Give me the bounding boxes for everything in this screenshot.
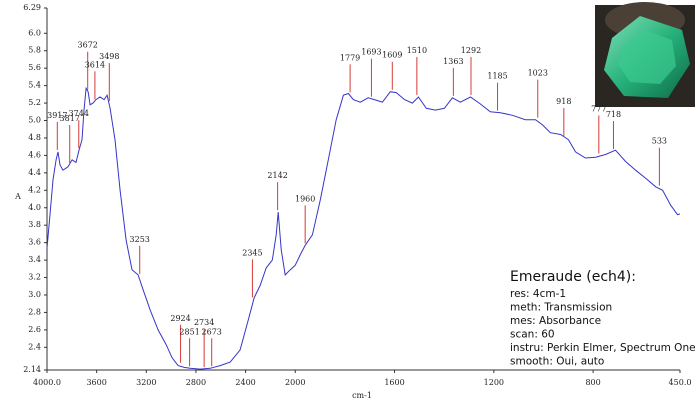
x-tick-label: 800 — [585, 378, 600, 387]
y-tick-label: 5.2 — [28, 98, 41, 107]
peak-label: 2345 — [242, 248, 262, 257]
spectrum-line — [46, 86, 681, 370]
x-tick-label: 2000 — [285, 378, 305, 387]
info-line: mes: Absorbance — [510, 315, 601, 327]
x-tick-label: 2800 — [186, 378, 206, 387]
peak-label: 3744 — [69, 109, 89, 118]
peak-label: 3498 — [99, 52, 119, 61]
peak-label: 3253 — [130, 235, 150, 244]
x-tick-label: 1200 — [484, 378, 504, 387]
peak-label: 2851 — [179, 327, 199, 336]
info-line: instru: Perkin Elmer, Spectrum One — [510, 342, 696, 354]
peak-label: 1510 — [407, 46, 427, 55]
y-tick-label: 3.0 — [28, 290, 41, 299]
y-tick-label: 3.8 — [28, 220, 41, 229]
peak-label: 2673 — [202, 327, 222, 336]
y-tick-label: 6.29 — [23, 3, 41, 12]
x-tick-label: 3200 — [136, 378, 156, 387]
y-tick-label: 2.6 — [28, 325, 41, 334]
x-tick-label: 4000.0 — [33, 378, 61, 387]
y-tick-label: 3.6 — [28, 238, 41, 247]
info-line: smooth: Oui, auto — [510, 356, 604, 368]
x-tick-label: 2400 — [235, 378, 255, 387]
peak-label: 533 — [652, 137, 667, 146]
y-tick-label: 3.4 — [28, 255, 41, 264]
x-axis-label: cm-1 — [352, 391, 372, 400]
info-line: scan: 60 — [510, 329, 555, 341]
x-tick-label: 450.0 — [669, 378, 692, 387]
peak-label: 3672 — [78, 41, 98, 50]
y-tick-label: 4.2 — [28, 185, 41, 194]
peak-label: 1363 — [443, 57, 463, 66]
y-tick-label: 3.2 — [28, 273, 41, 282]
peak-label: 718 — [606, 110, 621, 119]
y-tick-label: 2.4 — [28, 342, 41, 351]
peak-label: 2734 — [194, 318, 214, 327]
peak-label: 2142 — [267, 171, 287, 180]
y-tick-label: 4.6 — [28, 150, 41, 159]
x-tick-label: 3600 — [86, 378, 106, 387]
info-box: Emeraude (ech4): res: 4cm-1 meth: Transmi… — [510, 269, 696, 368]
y-tick-label: 5.6 — [28, 63, 41, 72]
y-tick-label: 5.8 — [28, 46, 41, 55]
y-tick-label: 5.0 — [28, 116, 41, 125]
peak-label: 1693 — [361, 48, 381, 57]
y-tick-label: 2.14 — [23, 365, 41, 374]
info-title: Emeraude (ech4): — [510, 269, 636, 285]
peak-label: 3614 — [85, 60, 105, 69]
info-line: meth: Transmission — [510, 302, 612, 314]
peak-label: 1609 — [382, 51, 402, 60]
info-line: res: 4cm-1 — [510, 288, 566, 300]
peak-label: 1023 — [528, 69, 548, 78]
x-tick-label: 1600 — [384, 378, 404, 387]
y-tick-label: 6.0 — [28, 28, 41, 37]
y-tick-label: 2.8 — [28, 307, 41, 316]
peak-label: 777 — [591, 104, 606, 113]
peak-label: 918 — [556, 97, 571, 106]
peak-label: 3917 — [47, 111, 67, 120]
peak-label: 1779 — [340, 53, 360, 62]
peak-label: 2924 — [170, 314, 190, 323]
y-axis-label: A — [14, 192, 21, 201]
peak-label: 1960 — [295, 194, 315, 203]
peak-label: 1292 — [461, 46, 481, 55]
y-tick-label: 4.0 — [28, 203, 41, 212]
y-tick-label: 4.8 — [28, 133, 41, 142]
sample-photo — [595, 2, 695, 107]
y-tick-label: 5.4 — [28, 81, 41, 90]
peak-label: 3817 — [60, 114, 80, 123]
peak-label: 1185 — [487, 72, 507, 81]
y-tick-label: 4.4 — [28, 168, 41, 177]
